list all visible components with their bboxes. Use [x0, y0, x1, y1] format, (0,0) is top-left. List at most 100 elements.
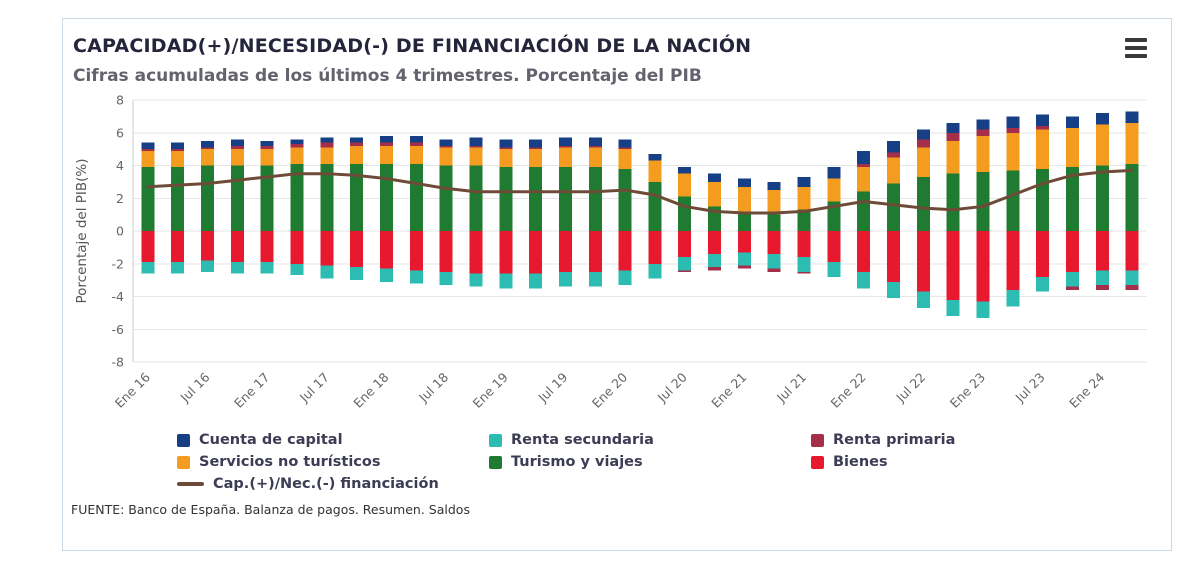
bar-segment[interactable]	[290, 144, 304, 148]
bar-segment[interactable]	[290, 147, 304, 164]
bar-segment[interactable]	[529, 167, 543, 231]
bar-segment[interactable]	[380, 142, 393, 146]
bar-segment[interactable]	[1006, 231, 1020, 290]
bar-segment[interactable]	[946, 122, 960, 133]
bar-segment[interactable]	[230, 262, 244, 274]
bar-segment[interactable]	[1065, 286, 1079, 290]
bar-segment[interactable]	[1065, 127, 1079, 168]
bar-segment[interactable]	[797, 257, 811, 272]
bar-segment[interactable]	[976, 231, 990, 302]
bar-segment[interactable]	[380, 163, 393, 231]
bar-segment[interactable]	[946, 299, 960, 317]
bar-segment[interactable]	[499, 149, 513, 168]
bar-segment[interactable]	[857, 163, 871, 168]
bar-segment[interactable]	[1006, 132, 1020, 171]
bar-segment[interactable]	[230, 139, 244, 146]
bar-segment[interactable]	[380, 145, 393, 164]
bar-segment[interactable]	[350, 145, 364, 164]
bar-segment[interactable]	[230, 231, 244, 263]
bar-segment[interactable]	[1065, 167, 1079, 231]
bar-segment[interactable]	[380, 268, 393, 282]
bar-segment[interactable]	[678, 231, 692, 258]
bar-segment[interactable]	[290, 139, 304, 145]
bar-segment[interactable]	[499, 147, 513, 150]
bar-segment[interactable]	[469, 165, 483, 232]
bar-segment[interactable]	[499, 273, 513, 289]
bar-segment[interactable]	[887, 281, 900, 299]
bar-segment[interactable]	[350, 142, 364, 146]
bar-segment[interactable]	[1065, 271, 1079, 287]
bar-segment[interactable]	[887, 152, 900, 158]
bar-segment[interactable]	[529, 149, 543, 168]
bar-segment[interactable]	[708, 253, 722, 268]
bar-segment[interactable]	[409, 231, 423, 271]
bar-segment[interactable]	[380, 231, 393, 269]
bar-segment[interactable]	[201, 147, 215, 150]
legend-item-servicios-no-turísticos[interactable]: Servicios no turísticos	[177, 454, 489, 470]
bar-segment[interactable]	[916, 147, 930, 177]
bar-segment[interactable]	[1036, 231, 1050, 277]
bar-segment[interactable]	[887, 157, 900, 184]
bar-segment[interactable]	[290, 231, 304, 264]
bar-segment[interactable]	[708, 231, 722, 254]
bar-segment[interactable]	[350, 231, 364, 268]
bar-segment[interactable]	[588, 147, 602, 168]
bar-segment[interactable]	[588, 167, 602, 231]
bar-segment[interactable]	[1006, 116, 1020, 128]
bar-segment[interactable]	[1125, 122, 1139, 164]
financing-line[interactable]	[146, 168, 1134, 215]
bar-segment[interactable]	[857, 271, 871, 289]
bar-segment[interactable]	[976, 119, 990, 130]
bar-segment[interactable]	[320, 142, 334, 148]
bar-segment[interactable]	[201, 165, 215, 232]
bar-segment[interactable]	[320, 265, 334, 279]
legend-item-cap-nec-financiación[interactable]: Cap.(+)/Nec.(-) financiación	[177, 476, 489, 492]
bar-segment[interactable]	[499, 139, 513, 148]
bar-segment[interactable]	[797, 271, 811, 274]
bar-segment[interactable]	[469, 145, 483, 148]
bar-segment[interactable]	[708, 173, 722, 182]
bar-segment[interactable]	[1125, 270, 1139, 286]
bar-segment[interactable]	[618, 139, 632, 148]
bar-segment[interactable]	[558, 271, 572, 287]
bar-segment[interactable]	[230, 165, 244, 232]
bar-segment[interactable]	[230, 149, 244, 166]
bar-segment[interactable]	[618, 231, 632, 271]
bar-segment[interactable]	[320, 147, 334, 164]
bar-segment[interactable]	[350, 267, 364, 281]
bar-segment[interactable]	[797, 231, 811, 258]
bar-segment[interactable]	[260, 262, 274, 274]
bar-segment[interactable]	[439, 231, 453, 272]
bar-segment[interactable]	[916, 129, 930, 140]
bar-segment[interactable]	[1036, 276, 1050, 292]
bar-segment[interactable]	[767, 253, 781, 269]
bar-segment[interactable]	[141, 149, 155, 151]
bar-segment[interactable]	[648, 231, 662, 264]
bar-segment[interactable]	[1006, 127, 1020, 133]
bar-segment[interactable]	[737, 231, 751, 253]
bar-segment[interactable]	[767, 181, 781, 191]
bar-segment[interactable]	[1036, 168, 1050, 231]
bar-segment[interactable]	[1095, 165, 1109, 232]
bar-segment[interactable]	[946, 231, 960, 300]
bar-segment[interactable]	[946, 132, 960, 141]
bar-segment[interactable]	[350, 163, 364, 231]
bar-segment[interactable]	[976, 301, 990, 318]
bar-segment[interactable]	[469, 231, 483, 274]
bar-segment[interactable]	[290, 263, 304, 276]
bar-segment[interactable]	[588, 137, 602, 146]
bar-segment[interactable]	[827, 262, 841, 277]
bar-segment[interactable]	[260, 145, 274, 150]
bar-segment[interactable]	[409, 145, 423, 164]
bar-segment[interactable]	[708, 181, 722, 207]
bar-segment[interactable]	[171, 142, 185, 150]
bar-segment[interactable]	[439, 165, 453, 232]
bar-segment[interactable]	[529, 273, 543, 289]
bar-segment[interactable]	[618, 168, 632, 231]
bar-segment[interactable]	[1006, 289, 1020, 307]
bar-segment[interactable]	[558, 167, 572, 231]
bar-segment[interactable]	[260, 140, 274, 146]
bar-segment[interactable]	[171, 167, 185, 231]
bar-segment[interactable]	[1006, 170, 1020, 231]
bar-segment[interactable]	[1065, 231, 1079, 272]
